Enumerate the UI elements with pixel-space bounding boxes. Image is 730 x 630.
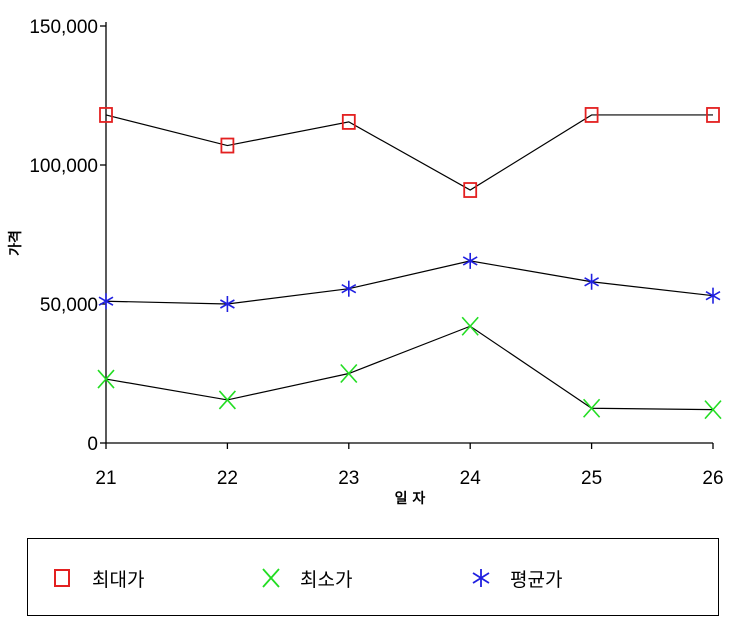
x-axis-title: 일 자 [395,491,426,507]
data-point [705,287,721,304]
x-tick-label: 24 [460,468,482,489]
y-tick-labels: 150,000 100,000 50,000 0 [29,17,98,455]
series-line-0 [105,114,713,191]
data-point [463,182,478,198]
x-marker-stroke [218,390,236,410]
line-chart: 150,000 100,000 50,000 0 21 22 23 24 25 26 일 자 가… [7,17,724,507]
data-point [584,273,599,290]
asterisk-marker-stroke [584,277,599,287]
legend-label-avg: 평균가 [510,568,563,591]
x-marker-stroke [340,363,358,384]
x-marker-stroke [97,369,115,389]
y-tick-label: 50,000 [40,295,98,316]
data-point [340,363,358,384]
x-tick-label: 22 [217,468,238,489]
square-marker [584,107,599,123]
data-point [706,107,720,123]
legend-item-max: 최대가 [52,563,144,593]
data-point [220,296,235,312]
square-marker [99,107,113,123]
chart-axes [100,22,714,449]
series-lines [105,114,714,411]
legend-asterisk-marker-icon [472,569,490,587]
data-point [584,107,599,123]
data-point [461,316,479,336]
data-point [220,137,235,154]
x-tick-label: 23 [338,468,359,489]
legend-item-min: 최소가 [260,563,352,593]
square-marker [220,137,235,154]
legend-square-marker-icon [54,569,70,587]
x-marker-stroke [704,400,722,420]
square-marker [706,107,720,123]
series-markers [97,107,722,420]
legend-item-avg: 평균가 [470,563,562,593]
legend-x-marker-icon [262,568,280,588]
data-point [704,400,722,420]
data-point [97,369,115,389]
data-point [583,398,601,418]
x-tick-label: 21 [95,468,116,489]
x-marker-stroke [583,398,601,418]
square-marker [341,114,356,130]
y-axis-title: 가격 [7,230,24,256]
asterisk-marker-stroke [341,284,357,294]
legend-label-max: 최대가 [92,568,145,591]
asterisk-marker-stroke [220,299,235,309]
asterisk-marker-stroke [462,256,478,266]
data-point [341,280,357,297]
legend-label-min: 최소가 [300,568,353,591]
x-tick-label: 25 [581,468,602,489]
data-point [99,107,113,123]
x-tick-labels: 21 22 23 24 25 26 [95,468,723,489]
data-point [218,390,236,410]
x-marker-stroke [461,316,479,336]
square-marker [463,182,478,198]
asterisk-marker-stroke [705,290,721,301]
series-line-2 [105,260,714,305]
y-tick-label: 150,000 [29,17,98,38]
data-point [98,293,114,310]
data-point [462,252,478,269]
y-tick-label: 0 [87,434,98,455]
x-tick-label: 26 [702,468,723,489]
data-point [341,114,356,130]
asterisk-marker-stroke [98,296,114,306]
series-line-1 [105,325,714,411]
legend: 최대가 최소가 평균가 [27,538,719,616]
y-tick-label: 100,000 [29,156,98,177]
